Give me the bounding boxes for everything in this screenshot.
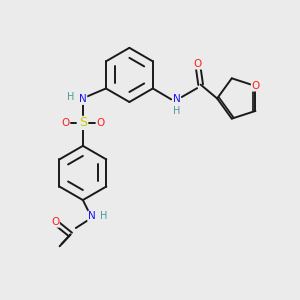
- Text: N: N: [79, 94, 87, 104]
- Text: O: O: [51, 217, 59, 227]
- Text: N: N: [88, 211, 96, 221]
- Text: O: O: [61, 118, 69, 128]
- Text: N: N: [172, 94, 180, 104]
- Text: H: H: [173, 106, 181, 116]
- Text: H: H: [67, 92, 74, 102]
- Text: O: O: [251, 81, 260, 91]
- Text: S: S: [79, 116, 87, 129]
- Text: O: O: [194, 59, 202, 69]
- Text: O: O: [96, 118, 105, 128]
- Text: H: H: [100, 211, 108, 221]
